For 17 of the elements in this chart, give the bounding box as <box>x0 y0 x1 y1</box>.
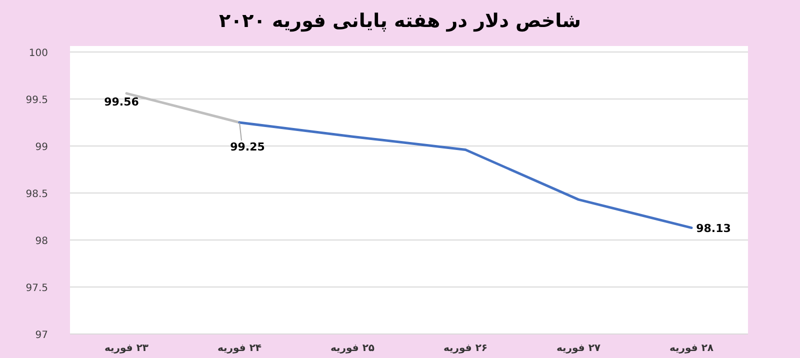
x-tick-label: ۲۴ فوریه <box>217 343 262 354</box>
data-label: 98.13 <box>696 222 731 235</box>
y-tick-label: 99.5 <box>26 95 48 106</box>
data-label: 99.25 <box>230 140 265 154</box>
y-tick-label: 97.5 <box>26 283 48 294</box>
y-tick-label: 98 <box>35 236 48 247</box>
y-tick-label: 98.5 <box>26 189 48 200</box>
x-tick-label: ۲۸ فوریه <box>669 343 714 354</box>
chart-title: شاخص دلار در هفته پایانی فوریه ۲۰۲۰ <box>218 10 582 32</box>
y-tick-label: 99 <box>35 142 48 153</box>
x-tick-label: ۲۶ فوریه <box>443 343 488 354</box>
x-tick-label: ۲۳ فوریه <box>104 343 149 354</box>
data-label: 99.56 <box>104 95 140 108</box>
x-tick-label: ۲۷ فوریه <box>556 343 601 354</box>
x-tick-label: ۲۵ فوریه <box>330 343 375 354</box>
y-tick-label: 100 <box>28 48 48 59</box>
y-tick-label: 97 <box>35 330 48 341</box>
